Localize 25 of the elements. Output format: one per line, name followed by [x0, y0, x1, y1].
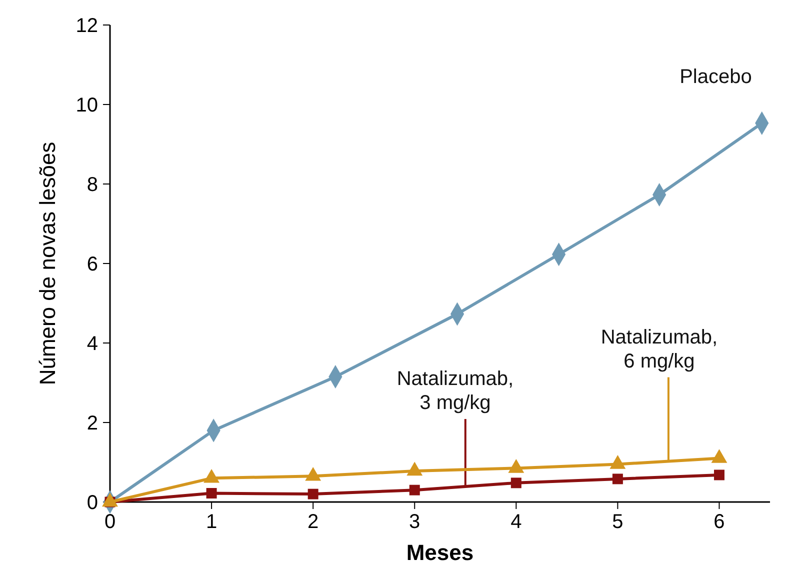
x-tick-label: 0	[104, 511, 116, 533]
series-label: Placebo	[680, 66, 752, 88]
point	[409, 484, 420, 496]
y-axis-title: Número de novas lesões	[35, 142, 60, 386]
x-tick-label: 3	[409, 511, 420, 533]
x-axis-title: Meses	[406, 540, 474, 565]
x-tick-label: 4	[510, 511, 522, 533]
text: Natalizumab, 6 mg/kg	[600, 326, 718, 372]
point	[510, 478, 522, 488]
x-tick-label: 1	[206, 511, 218, 533]
x-tick-label: 6	[714, 511, 725, 533]
y-tick-label: 0	[86, 492, 98, 514]
text: Natalizumab, 3 mg/kg	[396, 368, 514, 414]
point	[206, 488, 217, 498]
y-tick-label: 8	[86, 174, 98, 196]
point	[308, 488, 318, 500]
y-tick-label: 2	[86, 412, 98, 434]
point	[612, 474, 623, 484]
y-tick-label: 10	[76, 94, 98, 116]
x-tick-label: 5	[612, 511, 624, 533]
y-tick-label: 4	[86, 333, 98, 355]
y-tick-label: 6	[86, 254, 98, 276]
point	[714, 470, 724, 480]
y-tick-label: 12	[76, 15, 98, 37]
x-tick-label: 2	[308, 511, 319, 533]
